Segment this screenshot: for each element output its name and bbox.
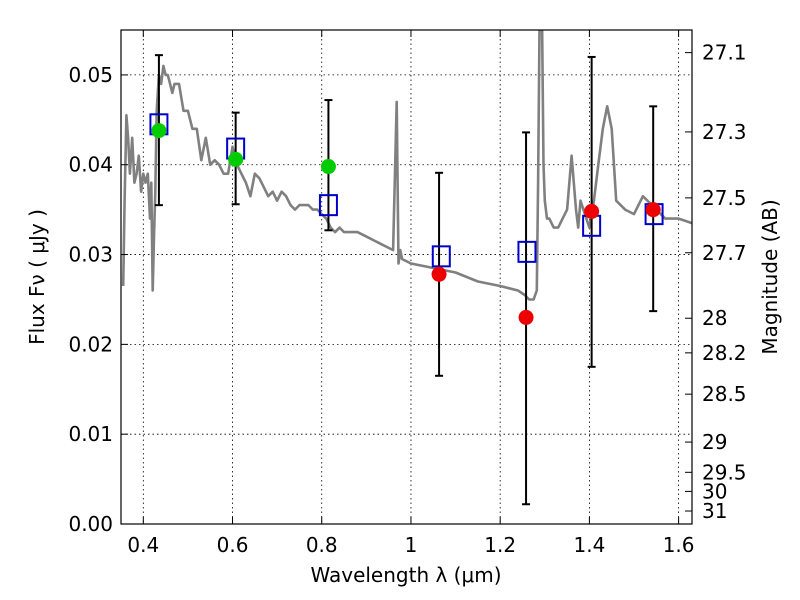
model-photometry-square	[431, 245, 451, 268]
x-tick-label: 0.8	[306, 533, 338, 557]
right-axis-title: Magnitude (AB)	[758, 199, 782, 354]
y-tick-label: 0.01	[68, 422, 113, 446]
right-tick-label: 27.1	[702, 41, 747, 65]
observed-points	[151, 123, 661, 325]
right-tick-label: 27.7	[702, 241, 747, 265]
x-tick-label: 1	[405, 533, 418, 557]
right-tick-label: 28.5	[702, 382, 747, 406]
right-tick-label: 28	[702, 306, 727, 330]
x-axis-title: Wavelength λ (μm)	[310, 563, 501, 587]
y-tick-label: 0.00	[68, 512, 113, 536]
observed-point	[645, 202, 661, 218]
y-tick-label: 0.03	[68, 243, 113, 267]
right-tick-label: 27.3	[702, 120, 747, 144]
y-tick-label: 0.02	[68, 332, 113, 356]
y-tick-label: 0.04	[68, 153, 113, 177]
right-tick-label: 28.2	[702, 341, 747, 365]
observed-point	[320, 159, 336, 175]
x-tick-label: 0.6	[217, 533, 249, 557]
y-axis-ticks: 0.00 0.01 0.02 0.03 0.04 0.05	[68, 63, 128, 536]
x-tick-label: 1.4	[573, 533, 605, 557]
right-tick-label: 29	[702, 430, 727, 454]
observed-point	[431, 266, 447, 282]
observed-point	[518, 309, 534, 325]
observed-point	[151, 123, 167, 139]
y-axis-title: Flux Fν ( μJy )	[25, 209, 49, 345]
model-photometry-square	[318, 194, 338, 217]
right-tick-label: 27.5	[702, 186, 747, 210]
observed-point	[228, 151, 244, 167]
right-tick-label: 29.5	[702, 460, 747, 484]
right-tick-label: 30	[702, 479, 727, 503]
observed-point	[584, 203, 600, 219]
model-photometry-square	[517, 240, 537, 263]
x-tick-label: 1.6	[663, 533, 695, 557]
x-axis-ticks: 0.4 0.6 0.8 1 1.2 1.4 1.6	[127, 30, 695, 557]
right-tick-label: 31	[702, 499, 727, 523]
x-tick-label: 0.4	[127, 533, 159, 557]
plot-frame	[120, 29, 693, 525]
x-tick-label: 1.2	[484, 533, 516, 557]
y-tick-label: 0.05	[68, 63, 113, 87]
